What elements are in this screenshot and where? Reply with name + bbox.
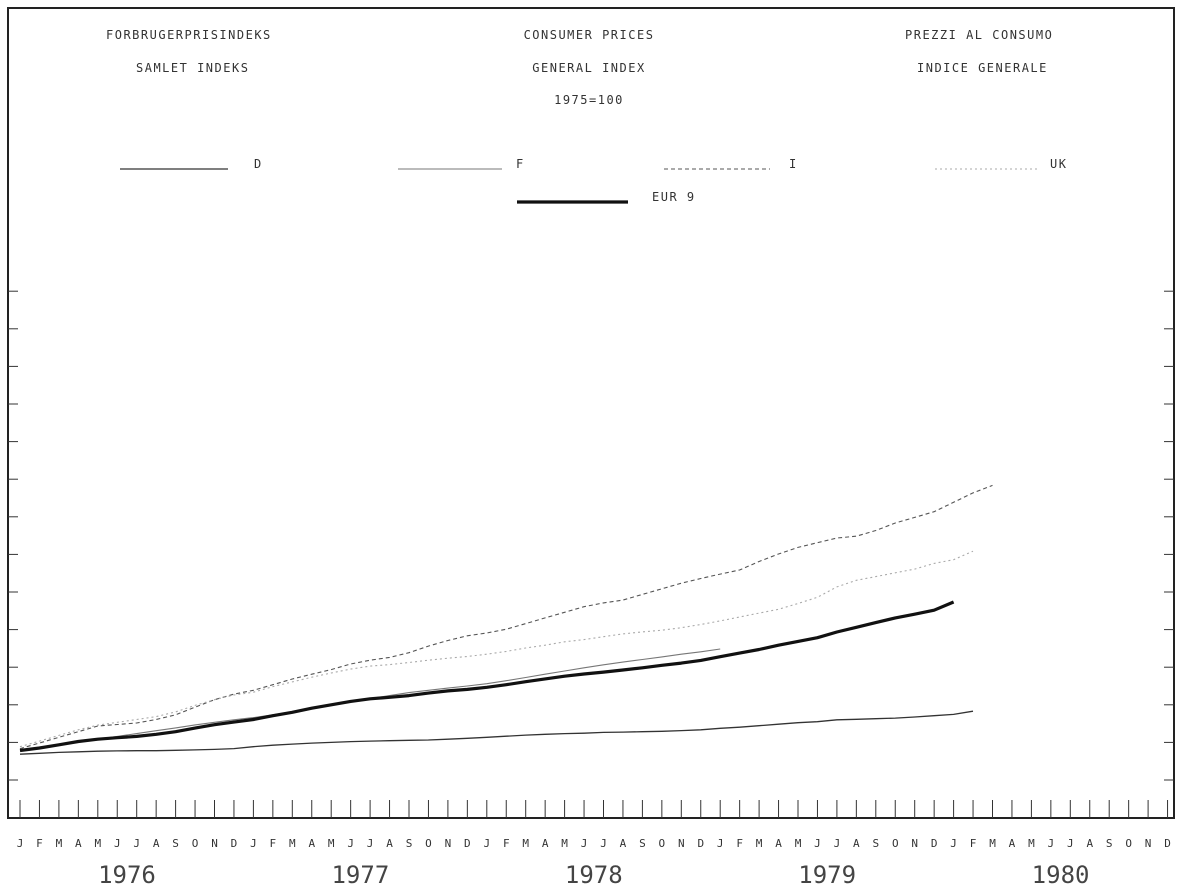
month-label: S [172,837,179,850]
month-label: O [192,837,199,850]
month-label: D [464,837,471,850]
month-label: A [775,837,782,850]
month-label: S [872,837,879,850]
month-label: J [1048,837,1055,850]
month-label: N [911,837,918,850]
month-label: M [795,837,802,850]
month-label: N [678,837,685,850]
month-label: A [153,837,160,850]
italian-subtitle: INDICE GENERALE [917,61,1048,75]
danish-subtitle: SAMLET INDEKS [136,61,250,75]
year-label: 1977 [331,861,389,889]
month-label: M [522,837,529,850]
month-label: O [1125,837,1132,850]
month-label: F [503,837,510,850]
month-label: A [1086,837,1093,850]
month-label: J [1067,837,1074,850]
year-label: 1976 [98,861,156,889]
month-label: J [581,837,588,850]
month-label: N [211,837,218,850]
month-label: O [659,837,666,850]
series-line-eur9 [19,600,955,753]
month-label: A [386,837,393,850]
month-label: A [542,837,549,850]
month-label: S [639,837,646,850]
base-year-label: 1975=100 [554,93,624,107]
year-label: 1980 [1032,861,1090,889]
month-label: J [250,837,257,850]
legend-label-f: F [516,157,525,171]
month-label: D [1164,837,1171,850]
month-label: F [736,837,743,850]
month-label: J [814,837,821,850]
legend-swatches [120,168,1040,204]
month-label: M [989,837,996,850]
month-label: F [970,837,977,850]
month-label: A [853,837,860,850]
month-label: M [56,837,63,850]
month-label: A [1009,837,1016,850]
month-label: N [1145,837,1152,850]
series-lines [19,484,993,755]
month-label: J [834,837,841,850]
month-label: M [328,837,335,850]
month-label: F [36,837,43,850]
month-label: J [600,837,607,850]
english-title: CONSUMER PRICES [523,28,655,42]
month-label: M [94,837,101,850]
month-label: A [620,837,627,850]
year-label: 1979 [798,861,856,889]
month-label: J [367,837,374,850]
year-labels: 1976 1977 1978 1979 1980 [98,861,1089,889]
month-label: D [931,837,938,850]
month-label: J [133,837,140,850]
month-label: O [425,837,432,850]
right-axis-ticks [1164,290,1174,781]
legend-label-uk: UK [1050,157,1068,171]
month-label: M [289,837,296,850]
month-label: S [1106,837,1113,850]
danish-title: FORBRUGERPRISINDEKS [106,28,272,42]
month-label: N [445,837,452,850]
month-label: D [697,837,704,850]
month-label: J [17,837,24,850]
month-label: J [114,837,121,850]
month-label: S [406,837,413,850]
month-label: J [483,837,490,850]
month-label: D [231,837,238,850]
month-label: J [347,837,354,850]
month-label: M [756,837,763,850]
legend-label-d: D [254,157,263,171]
english-subtitle: GENERAL INDEX [532,61,646,75]
legend-label-eur9: EUR 9 [652,190,696,204]
month-label: M [1028,837,1035,850]
bottom-axis-ticks [19,800,1169,818]
italian-title: PREZZI AL CONSUMO [905,28,1054,42]
month-label: J [950,837,957,850]
month-label: M [561,837,568,850]
month-label: O [892,837,899,850]
series-line-d [19,710,974,755]
plot-frame [7,7,1175,819]
left-axis-ticks [8,290,18,781]
year-label: 1978 [565,861,623,889]
month-label: J [717,837,724,850]
legend-label-i: I [789,157,798,171]
month-label: F [270,837,277,850]
month-label: A [308,837,315,850]
month-label: A [75,837,82,850]
